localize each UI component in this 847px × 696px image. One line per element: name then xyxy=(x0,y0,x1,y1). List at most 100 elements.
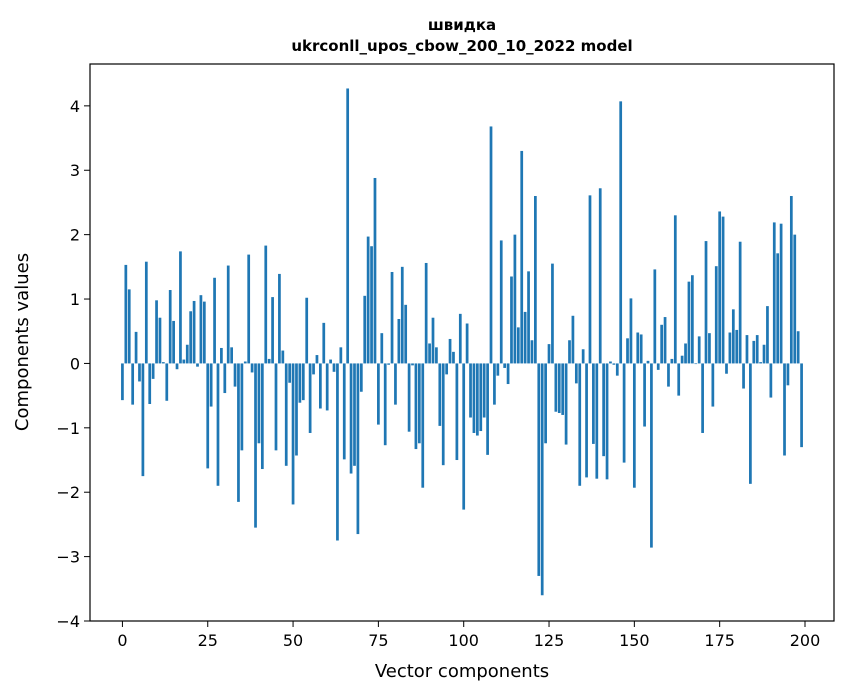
bar-128 xyxy=(557,363,561,414)
bar-94 xyxy=(441,363,445,466)
bar-110 xyxy=(496,363,500,376)
bar-121 xyxy=(534,196,537,364)
bar-125 xyxy=(547,344,551,364)
bar-28 xyxy=(216,363,220,486)
bar-178 xyxy=(728,332,732,364)
bar-3 xyxy=(131,363,135,405)
bar-154 xyxy=(646,360,650,364)
bar-119 xyxy=(527,271,530,364)
bar-84 xyxy=(407,363,411,432)
x-tick-label-0: 0 xyxy=(117,631,127,650)
bar-146 xyxy=(619,101,623,364)
y-tick-label-4: 4 xyxy=(70,97,80,116)
x-tick-label-175: 175 xyxy=(704,631,735,650)
bar-40 xyxy=(257,363,261,444)
bar-93 xyxy=(438,363,442,426)
bar-53 xyxy=(301,363,305,401)
bar-42 xyxy=(264,245,268,364)
bar-199 xyxy=(800,363,803,448)
y-axis-label: Components values xyxy=(12,253,33,431)
bar-31 xyxy=(226,265,230,364)
bar-47 xyxy=(281,350,285,364)
bar-10 xyxy=(155,300,158,364)
bar-83 xyxy=(404,304,408,364)
bar-67 xyxy=(349,363,353,474)
bar-158 xyxy=(660,324,664,364)
bar-60 xyxy=(325,363,329,411)
bar-115 xyxy=(513,234,517,364)
bar-108 xyxy=(489,126,493,364)
x-tick-label-200: 200 xyxy=(790,631,821,650)
bar-0 xyxy=(121,363,124,401)
bar-8 xyxy=(148,363,152,404)
bar-157 xyxy=(656,363,660,370)
bar-155 xyxy=(650,363,653,548)
bar-63 xyxy=(336,363,339,541)
x-tick-label-75: 75 xyxy=(368,631,388,650)
bar-77 xyxy=(383,363,387,446)
bar-80 xyxy=(394,363,397,405)
bar-17 xyxy=(179,251,182,364)
bar-103 xyxy=(472,363,476,433)
bar-25 xyxy=(206,363,210,469)
bar-131 xyxy=(568,340,571,364)
bar-70 xyxy=(359,363,363,392)
bar-194 xyxy=(783,363,786,456)
bar-24 xyxy=(202,301,206,364)
bar-54 xyxy=(305,297,309,364)
bar-148 xyxy=(626,338,629,364)
bar-46 xyxy=(278,273,281,364)
bar-88 xyxy=(421,363,425,488)
bar-159 xyxy=(663,317,667,364)
bar-160 xyxy=(667,363,670,387)
chart-title-line-1: швидка xyxy=(428,16,496,34)
bar-105 xyxy=(479,363,483,432)
bar-109 xyxy=(493,363,496,405)
bar-79 xyxy=(390,271,394,364)
bar-26 xyxy=(209,363,213,407)
bar-106 xyxy=(482,363,486,418)
bar-126 xyxy=(551,263,554,364)
bar-16 xyxy=(175,363,179,370)
bars-group xyxy=(121,88,803,596)
bar-18 xyxy=(182,359,186,364)
bar-183 xyxy=(745,335,749,364)
y-tick-label-2: 2 xyxy=(70,226,80,245)
bar-62 xyxy=(332,363,336,372)
bar-89 xyxy=(424,262,428,364)
bar-91 xyxy=(431,317,435,364)
x-tick-label-50: 50 xyxy=(283,631,303,650)
bar-132 xyxy=(571,315,575,364)
bar-120 xyxy=(530,340,534,364)
chart-title-line-2: ukrconll_upos_cbow_200_10_2022 model xyxy=(291,37,632,55)
bar-179 xyxy=(731,309,735,364)
bar-161 xyxy=(670,358,674,364)
bar-4 xyxy=(134,331,138,364)
bar-188 xyxy=(762,344,766,364)
bar-82 xyxy=(400,266,404,364)
bar-61 xyxy=(329,359,332,364)
bar-192 xyxy=(776,253,780,364)
bar-32 xyxy=(230,347,233,364)
x-tick-label-100: 100 xyxy=(448,631,479,650)
bar-50 xyxy=(291,363,295,505)
bar-34 xyxy=(237,363,240,502)
bar-96 xyxy=(448,338,452,364)
bar-1 xyxy=(124,264,128,364)
bar-123 xyxy=(540,363,544,596)
bar-151 xyxy=(636,332,640,364)
bar-92 xyxy=(435,347,438,364)
bar-195 xyxy=(786,363,790,386)
bar-35 xyxy=(240,363,244,451)
bar-141 xyxy=(602,363,605,457)
bar-139 xyxy=(595,363,599,479)
bar-57 xyxy=(315,355,319,364)
bar-21 xyxy=(192,300,196,364)
bar-64 xyxy=(339,347,343,364)
bar-48 xyxy=(284,363,288,466)
bar-68 xyxy=(353,363,356,466)
bar-143 xyxy=(609,361,612,364)
x-axis-label: Vector components xyxy=(375,661,549,682)
bar-124 xyxy=(544,363,547,444)
bar-168 xyxy=(694,363,698,365)
